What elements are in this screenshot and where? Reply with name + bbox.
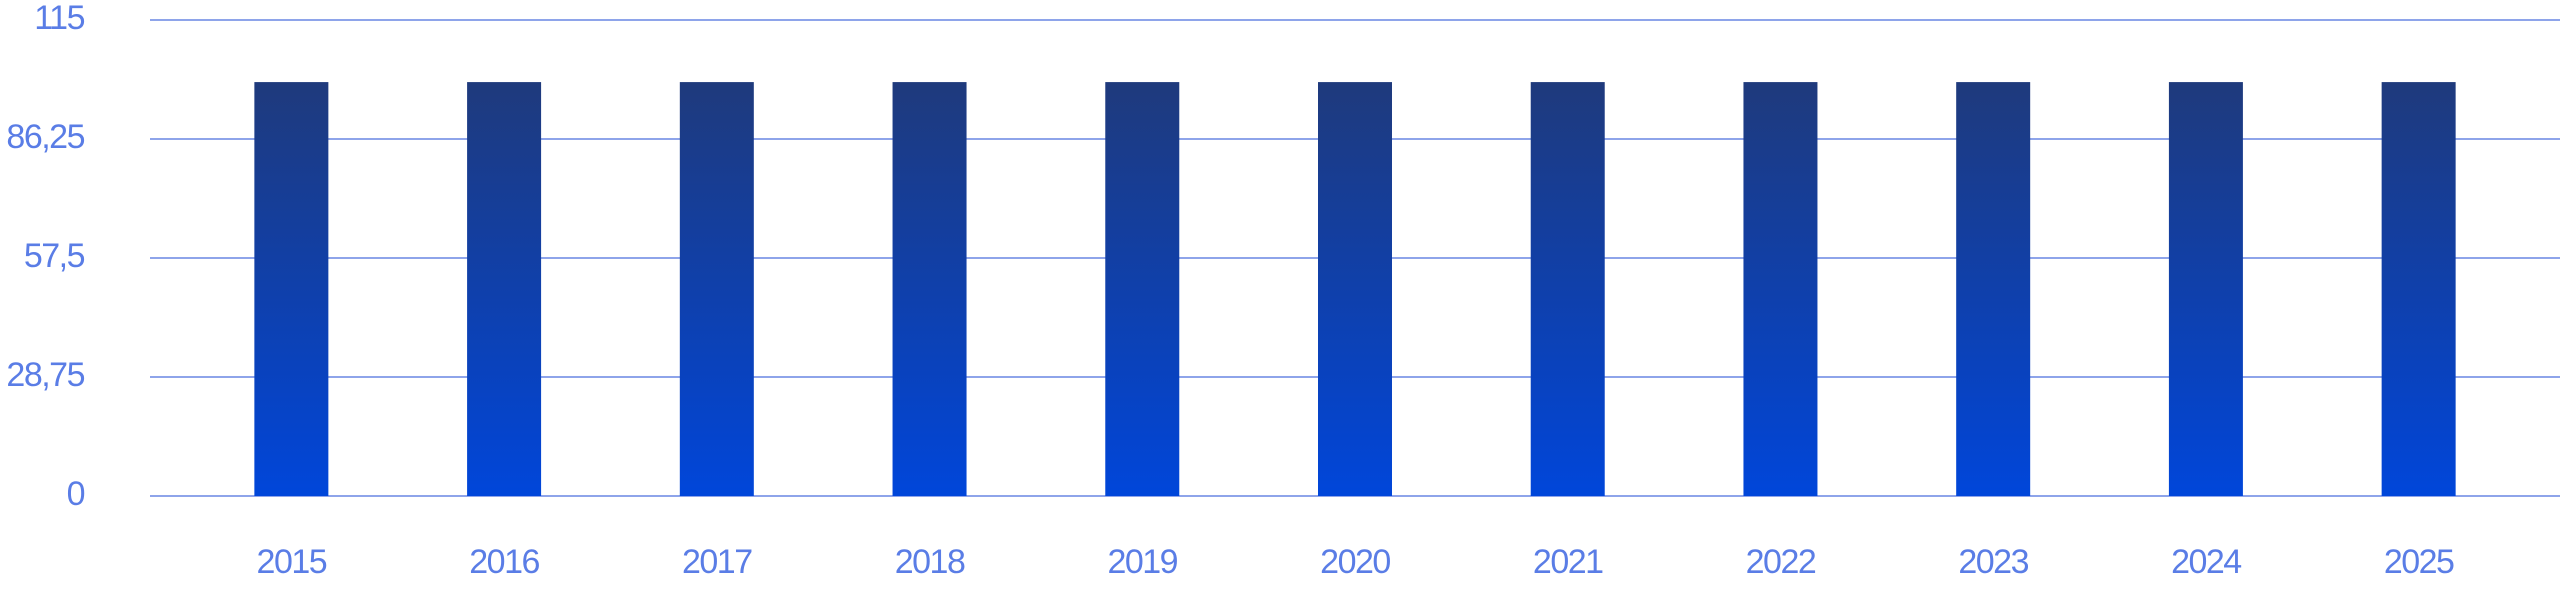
y-tick-label: 28,75 [6, 356, 84, 394]
x-tick-label: 2024 [2171, 543, 2241, 581]
bar [1318, 82, 1392, 496]
x-tick-label: 2023 [1958, 543, 2028, 581]
x-tick-label: 2020 [1320, 543, 1390, 581]
bar [1956, 82, 2031, 496]
y-tick-label: 115 [34, 0, 84, 37]
bar [2381, 82, 2456, 496]
bar [1530, 82, 1605, 496]
bar [892, 82, 967, 496]
bar [2168, 82, 2243, 496]
bar [467, 82, 542, 496]
bar [1105, 82, 1180, 496]
bar [254, 82, 329, 496]
x-tick-label: 2022 [1746, 543, 1816, 581]
x-tick-label: 2018 [895, 543, 965, 581]
x-tick-label: 2025 [2384, 543, 2454, 581]
y-tick-label: 0 [67, 475, 85, 513]
x-tick-label: 2021 [1533, 543, 1603, 581]
x-tick-label: 2015 [257, 543, 327, 581]
bar [1743, 82, 1818, 496]
x-tick-label: 2019 [1107, 543, 1177, 581]
y-tick-label: 57,5 [24, 237, 85, 275]
x-tick-label: 2017 [682, 543, 752, 581]
x-tick-label: 2016 [469, 543, 539, 581]
bar [679, 82, 754, 496]
y-tick-label: 86,25 [6, 118, 84, 156]
